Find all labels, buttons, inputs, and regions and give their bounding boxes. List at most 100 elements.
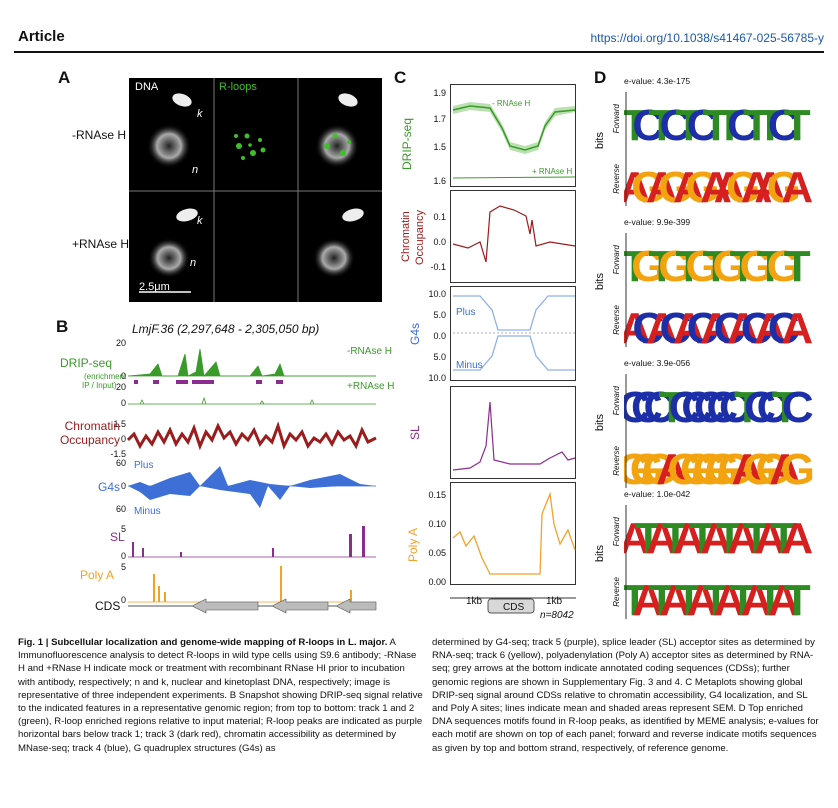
c-drip-minus: - RNAse H: [492, 99, 531, 108]
forward-label: Forward: [612, 517, 621, 547]
n-label: n: [192, 164, 199, 176]
forward-letter: T: [716, 101, 743, 150]
c-tick: 0.1: [433, 212, 446, 222]
reverse-letter: G: [718, 445, 752, 492]
forward-letter: A: [754, 514, 786, 563]
forward-letter: C: [706, 383, 738, 432]
kinetoplast-shape: [172, 93, 192, 107]
cds-arrow: [335, 598, 377, 614]
forward-letter: T: [757, 242, 784, 291]
cds-box: [487, 598, 535, 614]
c-tick: 1.5: [433, 142, 446, 152]
forward-letter: T: [784, 242, 811, 291]
reverse-letter: A: [727, 304, 759, 351]
g4-minus-line: [453, 335, 575, 371]
reverse-letter: A: [624, 304, 651, 351]
forward-letter: T: [624, 242, 648, 291]
reverse-letter: A: [659, 576, 691, 623]
polya-track: [153, 566, 352, 602]
reverse-label: Reverse: [612, 446, 621, 476]
g4-plus-track: [128, 466, 376, 486]
reverse-letter: A: [656, 445, 688, 492]
row-plus-rnaseh: +RNAse H: [72, 237, 130, 251]
c-tick: 1.7: [433, 114, 446, 124]
forward-letter: C: [727, 101, 759, 150]
forward-letter: T: [743, 101, 770, 150]
c-tick: 5.0: [433, 310, 446, 320]
caption-left: Fig. 1 | Subcellular localization and ge…: [18, 636, 423, 755]
c-tick: -0.1: [430, 262, 446, 272]
c-tick: 0.0: [433, 331, 446, 341]
forward-letter: T: [784, 101, 811, 150]
drip-sub1: (enrichment: [84, 372, 127, 381]
forward-letter: T: [624, 101, 648, 150]
reverse-letter: T: [624, 576, 648, 623]
motif-evalue: e-value: 3.9e-056: [624, 358, 691, 368]
forward-letter: C: [719, 383, 751, 432]
chromatin-track: [126, 421, 377, 451]
forward-letter: A: [646, 514, 678, 563]
reverse-letter: G: [667, 445, 701, 492]
reverse-letter: A: [714, 576, 746, 623]
dna-col-label: DNA: [135, 81, 159, 93]
sl-line: [452, 401, 576, 471]
forward-letter: G: [767, 242, 801, 291]
doi-link[interactable]: https://doi.org/10.1038/s41467-025-56785…: [590, 31, 824, 45]
reverse-letter: T: [757, 576, 784, 623]
forward-letter: C: [644, 383, 676, 432]
reverse-letter: G: [642, 445, 676, 492]
reverse-letter: G: [755, 445, 789, 492]
axis-tick: 0: [120, 398, 126, 408]
forward-letter: C: [659, 101, 691, 150]
forward-label: Forward: [612, 386, 621, 416]
forward-letter: C: [632, 101, 664, 150]
forward-letter: T: [635, 514, 662, 563]
cds-arrow: [191, 598, 259, 614]
reverse-letter: T: [784, 576, 811, 623]
forward-letter: A: [700, 514, 732, 563]
g4-plus-line: [453, 295, 575, 331]
nucleus-shape: [147, 124, 191, 168]
g4-minus-label: Minus: [134, 506, 161, 517]
forward-letter: G: [631, 242, 665, 291]
reverse-letter: A: [781, 163, 813, 210]
forward-letter: C: [631, 383, 663, 432]
reverse-label: Reverse: [612, 305, 621, 335]
panel-b-tracks: [126, 348, 377, 614]
bits-label: bits: [594, 545, 606, 563]
c-tick: 0.15: [428, 490, 446, 500]
forward-letter: C: [768, 101, 800, 150]
locus-label: LmjF.36 (2,297,648 - 2,305,050 bp): [132, 322, 320, 336]
forward-letter: C: [687, 101, 719, 150]
header-rule: [14, 51, 824, 53]
forward-label: Forward: [612, 245, 621, 275]
forward-letter: G: [739, 242, 773, 291]
c-x-cds: CDS: [503, 602, 525, 613]
reverse-letter: A: [624, 163, 651, 210]
reverse-letter: G: [685, 163, 719, 210]
reverse-letter: A: [741, 163, 773, 210]
scale-label: 2.5μm: [139, 281, 170, 293]
reverse-letter: A: [741, 576, 773, 623]
rloop-signal: [234, 133, 266, 160]
k-label: k: [197, 108, 203, 120]
forward-letter: A: [727, 514, 759, 563]
forward-letter: G: [685, 242, 719, 291]
section-label: Article: [18, 28, 65, 45]
axis-tick: 0: [120, 595, 126, 605]
forward-letter: T: [743, 514, 770, 563]
reverse-letter: C: [714, 304, 746, 351]
c-drip-label: DRIP-seq: [400, 118, 414, 171]
drip-plus-track: [139, 396, 315, 405]
drip-plus-line: [452, 176, 576, 179]
panel-b-letter: B: [56, 317, 69, 336]
panel-d-letter: D: [594, 68, 607, 87]
forward-letter: A: [781, 514, 813, 563]
polya-track-label: Poly A: [80, 568, 115, 582]
forward-letter: C: [782, 383, 814, 432]
reverse-letter: T: [648, 576, 675, 623]
forward-letter: T: [662, 514, 689, 563]
